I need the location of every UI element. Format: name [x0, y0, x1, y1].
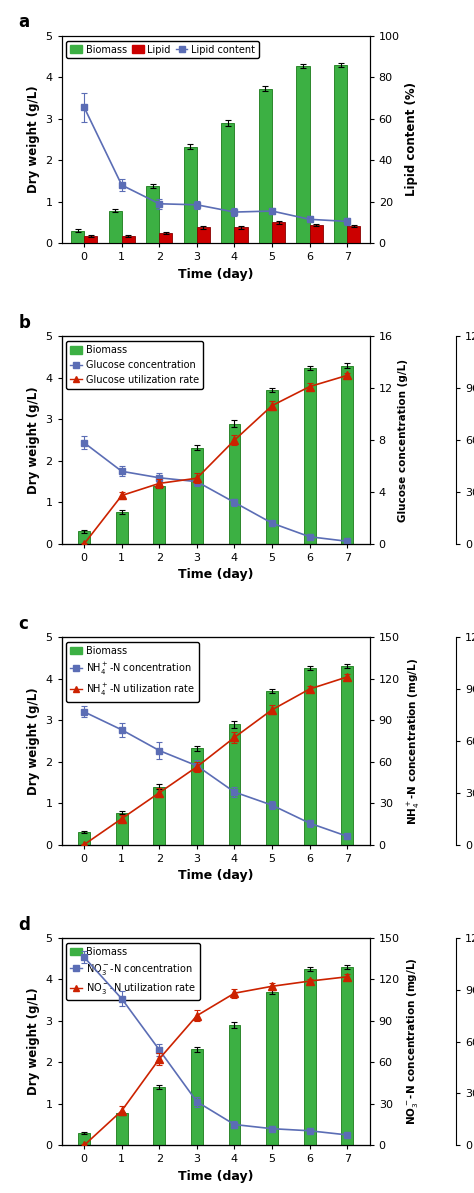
Bar — [78, 531, 90, 544]
Bar — [154, 486, 165, 544]
Y-axis label: Dry weight (g/L): Dry weight (g/L) — [27, 86, 40, 193]
Bar — [154, 786, 165, 845]
X-axis label: Time (day): Time (day) — [178, 1170, 254, 1183]
Bar — [266, 691, 278, 845]
Legend: Biomass, Glucose concentration, Glucose utilization rate: Biomass, Glucose concentration, Glucose … — [66, 341, 203, 389]
Bar — [184, 147, 197, 243]
Bar — [228, 424, 240, 544]
Text: b: b — [18, 314, 30, 332]
X-axis label: Time (day): Time (day) — [178, 568, 254, 581]
Bar — [304, 367, 316, 544]
Bar — [116, 1113, 128, 1145]
Bar — [272, 222, 285, 243]
Text: c: c — [18, 614, 28, 633]
Bar — [197, 228, 210, 243]
Bar — [304, 668, 316, 845]
Bar — [191, 1049, 203, 1145]
Bar — [116, 812, 128, 845]
Bar — [310, 225, 323, 243]
Bar — [191, 447, 203, 544]
Bar — [159, 233, 173, 243]
Bar — [221, 123, 235, 243]
Bar — [266, 991, 278, 1145]
Bar — [296, 66, 310, 243]
Text: d: d — [18, 915, 30, 934]
Bar — [78, 833, 90, 845]
Bar — [341, 666, 353, 845]
Bar — [259, 89, 272, 243]
Y-axis label: Dry weight (g/L): Dry weight (g/L) — [27, 387, 40, 494]
Y-axis label: NO$_3^-$-N concentration (mg/L): NO$_3^-$-N concentration (mg/L) — [405, 958, 420, 1125]
Bar — [78, 1133, 90, 1145]
Bar — [341, 968, 353, 1145]
Bar — [266, 390, 278, 544]
Bar — [116, 512, 128, 544]
Bar — [154, 1087, 165, 1145]
Bar — [304, 969, 316, 1145]
Bar — [146, 186, 159, 243]
X-axis label: Time (day): Time (day) — [178, 267, 254, 280]
Bar — [84, 236, 97, 243]
Legend: Biomass, NO$_3^-$-N concentration, NO$_3^-$-N utilization rate: Biomass, NO$_3^-$-N concentration, NO$_3… — [66, 942, 200, 1000]
Bar — [235, 228, 247, 243]
Y-axis label: Dry weight (g/L): Dry weight (g/L) — [27, 687, 40, 795]
Y-axis label: Glucose concentration (g/L): Glucose concentration (g/L) — [399, 359, 409, 521]
Text: a: a — [18, 13, 29, 31]
Bar — [347, 225, 360, 243]
Bar — [341, 365, 353, 544]
Y-axis label: Lipid content (%): Lipid content (%) — [405, 82, 418, 197]
Y-axis label: Dry weight (g/L): Dry weight (g/L) — [27, 988, 40, 1095]
Bar — [71, 230, 84, 243]
Legend: Biomass, Lipid, Lipid content: Biomass, Lipid, Lipid content — [66, 41, 259, 58]
X-axis label: Time (day): Time (day) — [178, 870, 254, 882]
Bar — [228, 724, 240, 845]
Bar — [228, 1025, 240, 1145]
Bar — [334, 64, 347, 243]
Legend: Biomass, NH$_4^+$-N concentration, NH$_4^+$-N utilization rate: Biomass, NH$_4^+$-N concentration, NH$_4… — [66, 642, 199, 701]
Bar — [109, 211, 122, 243]
Bar — [191, 748, 203, 845]
Y-axis label: NH$_4^+$-N concentration (mg/L): NH$_4^+$-N concentration (mg/L) — [405, 657, 421, 824]
Bar — [122, 236, 135, 243]
